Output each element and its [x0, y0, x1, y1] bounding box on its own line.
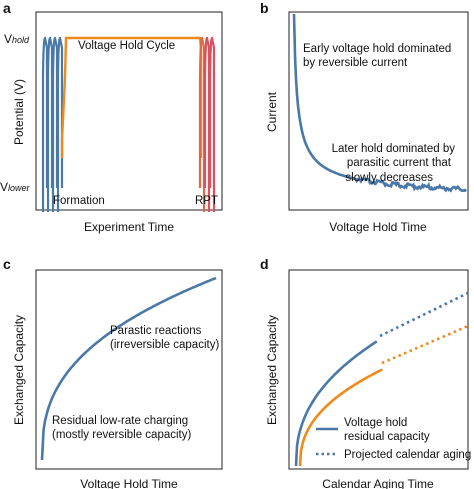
rpt-cycle-2: [203, 36, 211, 212]
panel-b-xlabel: Voltage Hold Time: [329, 220, 427, 234]
residual-curve-lower: [298, 368, 383, 467]
panel-d-frame: [288, 269, 469, 470]
panel-c-letter: c: [3, 256, 11, 272]
panel-a-letter: a: [3, 0, 11, 16]
panel-c-annot-residual-2: (mostly reversible capacity): [52, 429, 191, 441]
panel-a-ylabel: Potential (V): [12, 79, 26, 145]
panel-c-frame: [35, 269, 223, 470]
panel-a-ytick-hold: Vhold: [4, 32, 30, 46]
panel-b-annot-early-2: by reversible current: [303, 57, 408, 69]
panel-d-legend: Voltage hold residual capacity Projected…: [316, 417, 471, 461]
legend-voltage-hold-1: Voltage hold: [344, 417, 407, 429]
panel-a-frame: [35, 11, 223, 211]
formation-cycle-4: [56, 36, 64, 212]
formation-cycle-2: [46, 36, 54, 212]
rpt-cycles: [198, 36, 216, 212]
panel-d-letter: d: [260, 256, 269, 272]
panel-b-letter: b: [260, 0, 269, 16]
panel-b: b Current Voltage Hold Time Early voltag…: [260, 0, 469, 234]
panel-a-rpt-label: RPT: [195, 195, 218, 207]
panel-c-annot-residual-1: Residual low-rate charging: [52, 415, 188, 427]
panel-c: c Exchanged Capacity Voltage Hold Time P…: [3, 256, 223, 489]
panel-a-xlabel: Experiment Time: [84, 220, 174, 234]
panel-b-annot-early-1: Early voltage hold dominated: [303, 43, 451, 55]
panel-b-current-curve: [292, 13, 468, 193]
panel-a: a Vhold Vlower Potential (V) Experiment …: [0, 0, 223, 234]
panel-a-ytick-lower: Vlower: [0, 180, 31, 194]
panel-d-ylabel: Exchanged Capacity: [265, 315, 279, 425]
panel-d-xlabel: Calendar Aging Time: [322, 477, 434, 489]
voltage-hold-series: [60, 36, 203, 158]
panel-c-ylabel: Exchanged Capacity: [12, 315, 26, 425]
panel-c-capacity-curve: [40, 276, 217, 461]
residual-curve-upper: [294, 340, 378, 467]
panel-c-annot-parasitic-2: (irreversible capacity): [110, 339, 219, 351]
formation-cycles: [41, 36, 64, 212]
legend-projected: Projected calendar aging: [344, 449, 471, 461]
panel-c-annot-parasitic-1: Parastic reactions: [110, 325, 202, 337]
panel-b-ylabel: Current: [265, 91, 279, 132]
panel-b-annot-late-3: slowly decreases: [345, 172, 433, 184]
panel-b-annot-late-1: Later hold dominated by: [332, 143, 456, 155]
projected-curve-lower: [381, 324, 469, 365]
panel-b-annot-late-2: parasitic current that: [347, 157, 452, 169]
panel-c-xlabel: Voltage Hold Time: [80, 477, 178, 489]
panel-a-formation-label: Formation: [53, 195, 105, 207]
panel-d: d Exchanged Capacity Calendar Aging Time…: [260, 256, 471, 489]
rpt-cycle-1: [198, 36, 206, 212]
formation-cycle-1: [41, 36, 49, 212]
panel-b-frame: [288, 11, 469, 211]
panel-a-cycle-label: Voltage Hold Cycle: [78, 40, 175, 52]
formation-cycle-3: [51, 36, 59, 212]
panel-d-curves: [294, 291, 469, 467]
voltage-hold-line: [60, 36, 203, 158]
legend-voltage-hold-2: residual capacity: [344, 431, 430, 443]
projected-curve-upper: [379, 291, 469, 338]
rpt-cycle-3: [208, 36, 216, 212]
